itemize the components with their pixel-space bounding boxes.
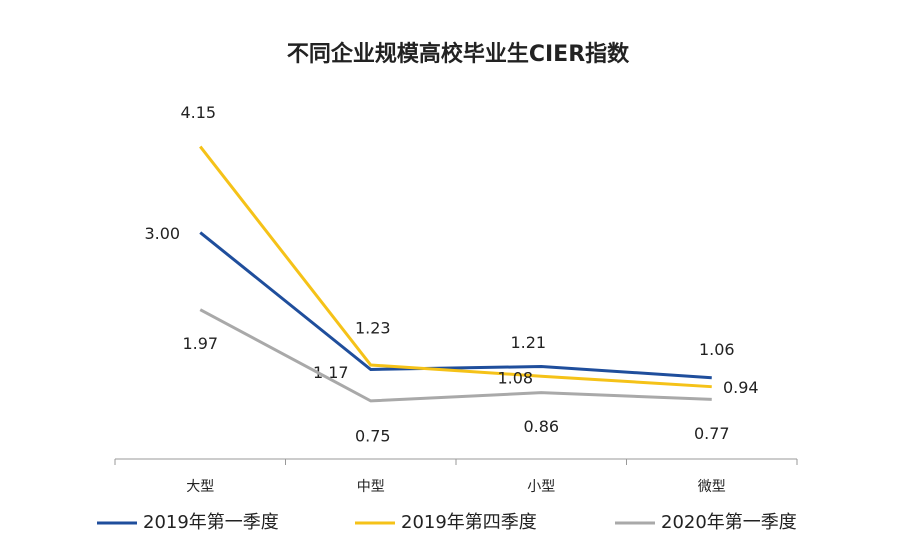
legend-label: 2019年第一季度 xyxy=(143,512,279,533)
data-label: 1.97 xyxy=(182,334,218,353)
data-label: 4.15 xyxy=(180,103,216,122)
line xyxy=(199,231,712,380)
data-label: 0.77 xyxy=(694,424,730,443)
data-label: 0.94 xyxy=(723,378,759,397)
line xyxy=(199,308,712,403)
line xyxy=(199,145,712,389)
data-label: 1.21 xyxy=(510,333,546,352)
x-tick-label: 大型 xyxy=(186,479,214,495)
x-tick-label: 微型 xyxy=(698,479,726,495)
data-label: 3.00 xyxy=(144,224,180,243)
data-label: 1.06 xyxy=(699,340,735,359)
x-tick-label: 小型 xyxy=(527,479,555,495)
chart-title: 不同企业规模高校毕业生CIER指数 xyxy=(287,41,630,67)
data-label: 1.23 xyxy=(355,318,391,337)
data-label: 1.08 xyxy=(497,369,533,388)
x-tick-label: 中型 xyxy=(357,479,385,495)
data-label: 0.86 xyxy=(523,417,559,436)
legend-label: 2019年第四季度 xyxy=(401,512,537,533)
data-label: 0.75 xyxy=(355,426,391,445)
data-label: 1.17 xyxy=(313,363,349,382)
legend-label: 2020年第一季度 xyxy=(661,512,797,533)
